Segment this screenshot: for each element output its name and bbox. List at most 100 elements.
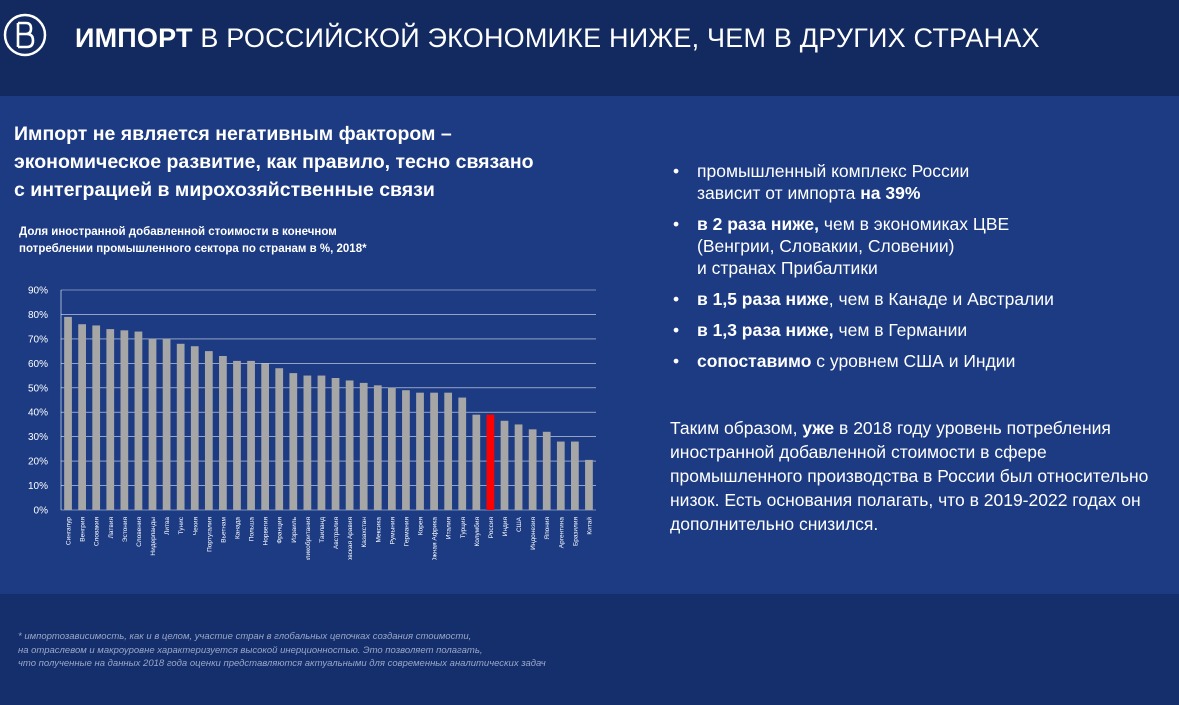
conclusion-pre: Таким образом, [670,418,803,438]
bullet-text: чем в экономиках ЦВЕ (Венгрии, Словакии,… [697,214,1010,278]
bar [233,360,241,510]
bar [359,382,368,510]
y-tick-label: 20% [28,457,48,468]
y-tick-label: 40% [28,408,48,419]
bar [176,343,185,510]
bar [430,392,438,510]
bar [387,387,396,510]
bar [402,390,410,510]
x-tick-label: Германия [403,517,410,547]
x-tick-label: Великобритания [304,517,312,560]
bar [120,330,129,510]
bar [64,316,72,510]
conclusion-post: в 2018 году уровень потребления иностран… [670,418,1149,534]
bar [204,351,213,510]
bar [345,380,354,510]
bar [134,331,143,510]
bar [92,325,101,510]
bullet-bold: на 39% [860,183,921,203]
bar [78,324,86,510]
bar [317,375,326,510]
x-tick-label: Венгрия [80,517,87,542]
x-tick-label: Колумбия [473,517,481,547]
page-title-rest: В РОССИЙСКОЙ ЭКОНОМИКЕ НИЖЕ, ЧЕМ В ДРУГИ… [192,23,1040,53]
x-tick-label: Словения [136,517,143,547]
x-tick-label: Канада [234,517,241,539]
subtitle: Импорт не является негативным фактором –… [14,123,534,201]
bullet-text: промышленный комплекс России зависит от … [697,161,970,203]
x-tick-label: Индия [502,517,509,537]
x-tick-label: Литва [164,517,171,535]
bar [458,397,467,510]
chart-caption: Доля иностранной добавленной стоимости в… [19,226,367,255]
bar-chart: 0% 10% 20% 30% 40% 50% 60% 70% 80% 90% Сингапур Вен… [28,286,596,560]
x-tick-label: Латвия [108,517,115,539]
x-tick-label: Словакия [94,517,101,547]
bullet-text: чем в Германии [833,320,968,340]
x-tick-label: Чехия [192,517,199,536]
bar [472,414,481,510]
x-tick-label: Тунис [178,516,185,534]
bar [444,392,453,510]
bar [331,378,340,510]
bullet-item: в 1,3 раза ниже, чем в Германии [670,319,1150,341]
x-tick-label: Бразилия [572,517,579,546]
x-tick-label: Сингапур [66,517,73,545]
bar [289,373,298,510]
bullet-text: с уровнем США и Индии [811,351,1016,371]
bar [528,429,537,510]
bar [148,338,157,510]
x-tick-label: Румыния [389,517,396,545]
x-tick-label: Вьетнам [220,516,227,542]
y-tick-label: 60% [28,359,48,370]
x-tick-label: Эстония [122,517,129,543]
x-tick-label: Казахстан [361,517,368,548]
x-tick-label: Индонезия [530,517,537,550]
bar [219,356,227,510]
bullet-list: промышленный комплекс России зависит от … [670,160,1150,381]
x-tick-label: Саудовская Аравия [347,517,354,560]
bar [275,368,284,510]
y-tick-label: 10% [28,481,48,492]
bullet-item: сопоставимо с уровнем США и Индии [670,350,1150,372]
bar [416,392,424,510]
x-tick-label: Италия [446,517,453,540]
x-tick-label: Португалия [206,517,213,552]
footnote: * импортозависимость, как и в целом, уча… [18,631,546,669]
x-tick-label: Таиланд [319,517,326,543]
bullet-item: в 2 раза ниже, чем в экономиках ЦВЕ (Вен… [670,213,1150,279]
bar [190,346,199,510]
bar [585,459,593,510]
bullet-bold: сопоставимо [697,351,812,371]
bar [106,329,115,510]
y-tick-label: 90% [28,286,48,297]
header-bar [0,0,1179,96]
conclusion-text: Таким образом, уже в 2018 году уровень п… [670,416,1170,536]
bar [556,441,565,510]
bar [247,360,255,510]
page-title: ИМПОРТ В РОССИЙСКОЙ ЭКОНОМИКЕ НИЖЕ, ЧЕМ … [75,23,1040,54]
x-tick-label: Нидерланды [150,517,157,556]
bar [373,385,382,510]
bar [571,441,579,510]
bullet-bold: в 1,3 раза ниже, [697,320,834,340]
x-tick-label: Норвегия [263,517,270,546]
x-tick-label: Мексика [375,517,382,543]
bar [303,375,312,510]
bullet-bold: в 2 раза ниже, [697,214,820,234]
bullet-text: , чем в Канаде и Австралии [828,289,1054,309]
hse-logo-icon [3,13,47,57]
x-tick-label: Польша [249,517,256,542]
y-tick-label: 0% [34,506,49,517]
x-tick-label: Южная Африка [432,517,439,560]
bullet-item: промышленный комплекс России зависит от … [670,160,1150,204]
x-tick-label: Китай [585,517,593,535]
x-tick-label: Турция [460,517,467,539]
bar [500,420,509,510]
bar [261,363,270,510]
y-tick-label: 30% [28,432,48,443]
y-tick-label: 50% [28,383,48,394]
x-tick-label: Франция [277,517,284,544]
bar [514,424,523,510]
y-tick-label: 70% [28,334,48,345]
